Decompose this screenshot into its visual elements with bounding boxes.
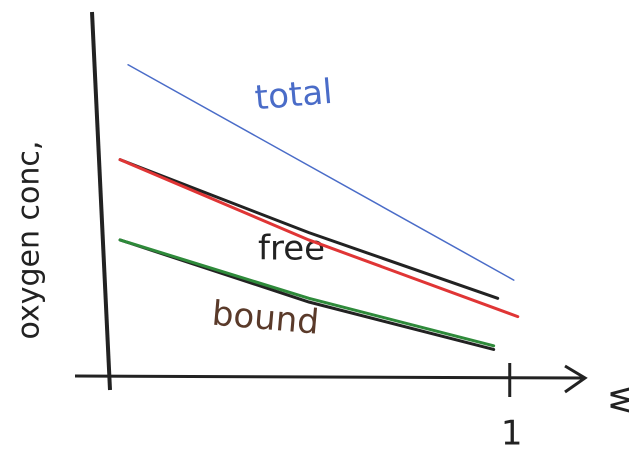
y-axis-label: oxygen conc, xyxy=(12,141,47,340)
x-tick-label: 1 xyxy=(501,414,523,454)
series-label: total xyxy=(253,72,334,119)
chart: oxygen conc, w 1 total free bound xyxy=(0,0,641,454)
x-axis-label: w xyxy=(602,386,641,414)
y-axis xyxy=(92,12,110,390)
series-label: bound xyxy=(210,294,320,343)
series-label: free xyxy=(258,229,325,269)
